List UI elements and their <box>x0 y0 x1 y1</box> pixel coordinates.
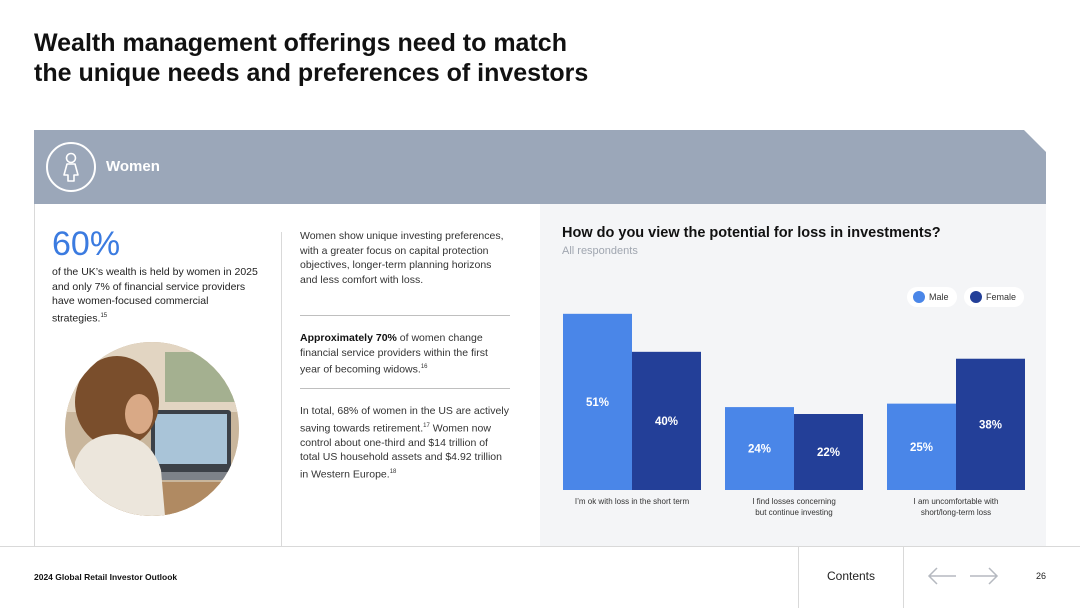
legend-male-label: Male <box>929 292 949 302</box>
bar-female-2 <box>956 358 1025 490</box>
category-label-1-0: I find losses concerning <box>752 497 836 506</box>
category-label-0-0: I’m ok with loss in the short term <box>575 497 690 506</box>
panel-border <box>34 204 35 546</box>
bar-female-1 <box>794 414 863 490</box>
legend-male: Male <box>907 287 957 307</box>
contents-button[interactable]: Contents <box>826 569 876 583</box>
paragraph-2-text: of women change financial service provid… <box>300 332 488 376</box>
data-label-male-0: 51% <box>586 397 609 409</box>
category-label-1-1: but continue investing <box>755 508 832 517</box>
section-band: Women <box>34 130 1046 204</box>
chart-subtitle: All respondents <box>562 245 638 257</box>
next-page-button[interactable] <box>967 563 1001 589</box>
bar-male-2 <box>887 403 956 490</box>
data-label-male-1: 24% <box>748 444 771 456</box>
section-label: Women <box>106 158 160 175</box>
column-divider <box>281 232 282 546</box>
paragraph-2: Approximately 70% of women change financ… <box>300 331 510 377</box>
bar-chart: 51% 40% I’m ok with loss in the short term… <box>563 313 1025 517</box>
paragraph-1-text: Women show unique investing preferences,… <box>300 230 504 286</box>
page-number: 26 <box>1036 571 1047 581</box>
data-label-female-1: 22% <box>817 447 840 459</box>
page-title-line-1: Wealth management offerings need to matc… <box>34 29 567 57</box>
bar-male-1 <box>725 407 794 490</box>
legend-female: Female <box>964 287 1025 307</box>
paragraph-3: In total, 68% of women in the US are act… <box>300 404 510 482</box>
paragraph-2-footnote: 16 <box>420 364 428 370</box>
paragraph-1: Women show unique investing preferences,… <box>300 229 510 287</box>
paragraph-2-bold: Approximately 70% <box>300 332 397 344</box>
paragraph-3-footnote: 17 <box>423 422 430 429</box>
paragraph-divider-2 <box>300 388 510 389</box>
stat-text: of the UK’s wealth is held by women in 2… <box>52 266 258 324</box>
prev-page-button[interactable] <box>925 563 959 589</box>
legend-female-label: Female <box>986 292 1017 302</box>
paragraph-3-text: In total, 68% of women in the US are act… <box>300 405 509 434</box>
legend-female-swatch <box>970 291 982 303</box>
bar-male-0 <box>563 313 632 490</box>
section-band-shape <box>34 130 1046 204</box>
arrow-right-icon <box>970 567 999 585</box>
legend-male-swatch <box>913 291 925 303</box>
data-label-female-2: 38% <box>979 419 1002 431</box>
category-label-2-0: I am uncomfortable with <box>914 497 999 506</box>
woman-icon <box>46 142 96 192</box>
paragraph-3-text-2: Women now control about one-third and $1… <box>300 422 502 480</box>
stat-value: 60% <box>52 225 121 263</box>
woman-laptop-photo <box>65 342 239 516</box>
footer-separator-1 <box>798 546 799 608</box>
chart-title: How do you view the potential for loss i… <box>562 225 941 241</box>
arrow-left-icon <box>927 567 956 585</box>
data-label-male-2: 25% <box>910 442 933 454</box>
footer-separator-2 <box>903 546 904 608</box>
bar-female-0 <box>632 351 701 490</box>
report-name: 2024 Global Retail Investor Outlook <box>34 572 178 582</box>
paragraph-3-footnote-2: 18 <box>389 468 397 475</box>
page-title: Wealth management offerings need to matc… <box>34 28 734 88</box>
stat-description: of the UK’s wealth is held by women in 2… <box>52 265 262 326</box>
page-title-line-2: the unique needs and preferences of inve… <box>34 59 589 87</box>
paragraph-divider-1 <box>300 315 510 316</box>
category-label-2-1: short/long-term loss <box>921 508 991 517</box>
footer-divider <box>0 546 1080 547</box>
stat-footnote: 15 <box>100 312 108 319</box>
data-label-female-0: 40% <box>655 416 678 428</box>
